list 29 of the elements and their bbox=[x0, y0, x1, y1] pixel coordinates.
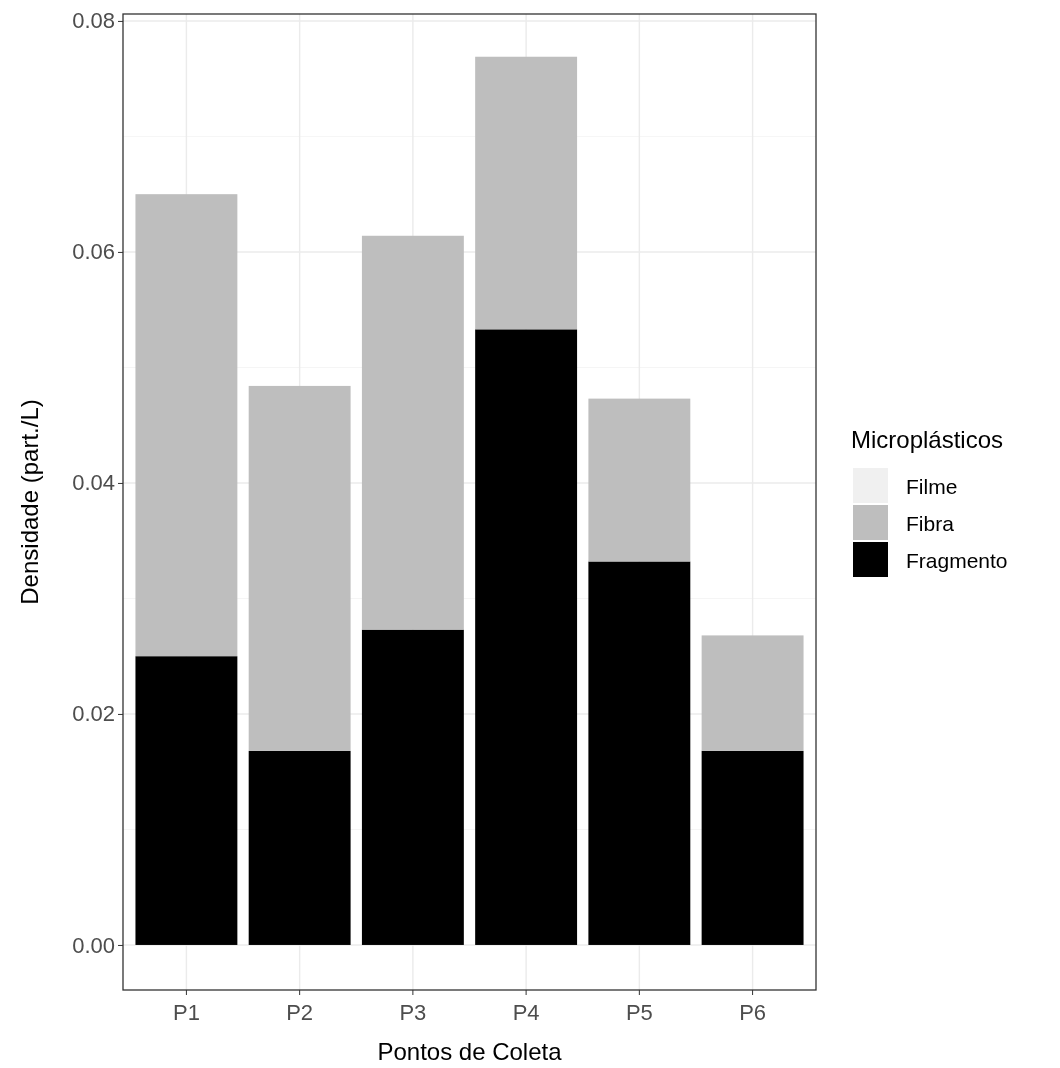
bar bbox=[135, 656, 238, 945]
y-tick-label: 0.08 bbox=[72, 8, 115, 34]
y-axis-title: Densidade (part./L) bbox=[16, 399, 43, 605]
legend-label: Fragmento bbox=[906, 549, 1008, 572]
x-tick-label: P2 bbox=[286, 1000, 314, 1025]
bar bbox=[588, 561, 691, 945]
bar bbox=[475, 56, 578, 330]
legend-title: Microplásticos bbox=[851, 426, 1004, 453]
y-tick-label: 0.04 bbox=[72, 470, 115, 496]
bar bbox=[248, 750, 351, 945]
bar bbox=[248, 385, 351, 751]
x-tick-label: P4 bbox=[512, 1000, 540, 1025]
y-tick-label: 0.00 bbox=[72, 932, 115, 958]
legend-label: Fibra bbox=[906, 512, 955, 535]
x-tick-label: P3 bbox=[399, 1000, 427, 1025]
bar bbox=[701, 750, 804, 945]
legend-label: Filme bbox=[906, 475, 958, 498]
bar bbox=[588, 398, 691, 562]
bar bbox=[361, 629, 464, 945]
bar bbox=[135, 194, 238, 657]
y-tick-label: 0.06 bbox=[72, 239, 115, 265]
x-axis-title: Pontos de Coleta bbox=[377, 1038, 563, 1065]
bar bbox=[475, 329, 578, 945]
bar bbox=[361, 235, 464, 630]
x-tick-label: P1 bbox=[172, 1000, 200, 1025]
x-tick-label: P6 bbox=[739, 1000, 767, 1025]
bar bbox=[701, 635, 804, 751]
y-tick-label: 0.02 bbox=[72, 701, 115, 727]
x-tick-label: P5 bbox=[625, 1000, 653, 1025]
